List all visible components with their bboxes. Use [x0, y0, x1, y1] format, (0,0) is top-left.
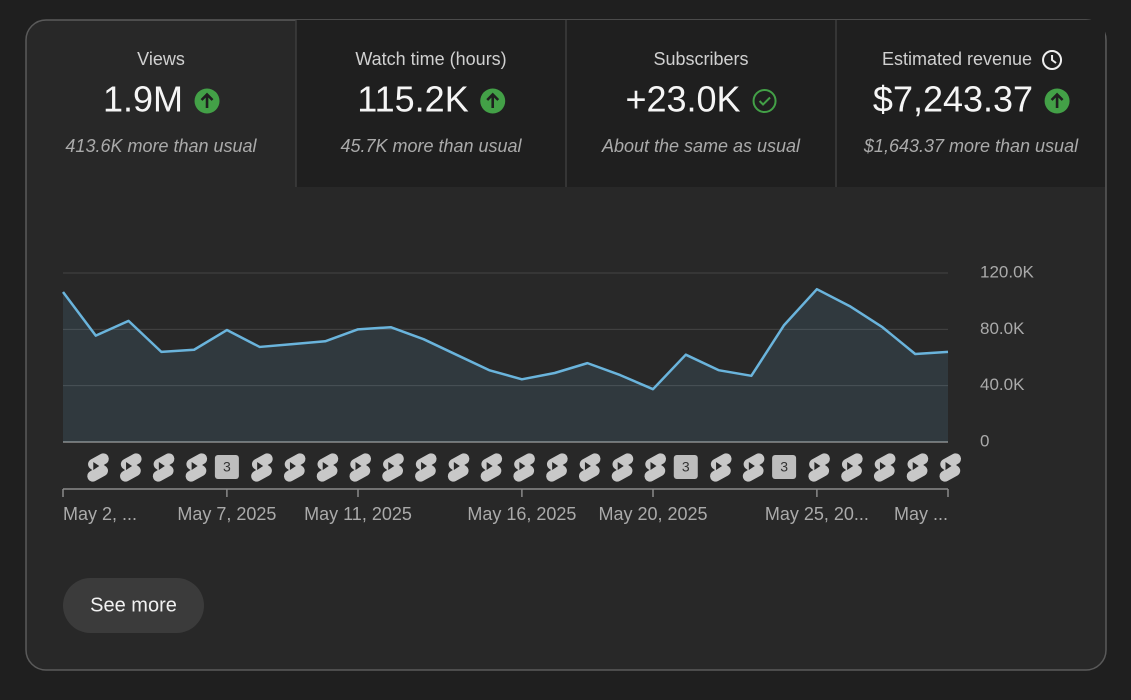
- shorts-icon[interactable]: [906, 453, 929, 482]
- metric-comparison: About the same as usual: [601, 136, 801, 156]
- shorts-play[interactable]: [355, 462, 362, 470]
- shorts-icon[interactable]: [152, 453, 175, 482]
- shorts-icon[interactable]: [742, 453, 765, 482]
- shorts-icon[interactable]: [316, 453, 339, 482]
- plot: 0 40.0K 80.0K 120.0K 3 3 3 May 2, ... May 7, 202…: [62, 262, 1035, 524]
- trend-arrow: [1050, 92, 1064, 108]
- y-tick-label: 0: [980, 431, 989, 450]
- shorts-play[interactable]: [421, 462, 428, 470]
- metric-value: 115.2K: [357, 79, 468, 120]
- tab-bg[interactable]: [566, 20, 836, 187]
- metric-comparison: 45.7K more than usual: [340, 136, 522, 156]
- metric-title: Subscribers: [653, 49, 748, 69]
- shorts-icon[interactable]: [251, 453, 273, 482]
- shorts-play[interactable]: [879, 462, 886, 470]
- metric-comparison: 413.6K more than usual: [65, 136, 257, 156]
- shorts-play[interactable]: [486, 462, 493, 470]
- metric-value: +23.0K: [625, 79, 740, 120]
- trend-arrow: [486, 92, 500, 108]
- y-tick-label: 40.0K: [980, 375, 1025, 394]
- shorts-play[interactable]: [617, 462, 624, 470]
- shorts-play[interactable]: [519, 462, 526, 470]
- clock-hands: [1051, 55, 1057, 64]
- check-mark: [758, 96, 771, 106]
- shorts-play[interactable]: [945, 462, 952, 470]
- upload-badge-count[interactable]: 3: [682, 459, 690, 475]
- shorts-icon[interactable]: [546, 453, 568, 482]
- shorts-icon[interactable]: [710, 453, 732, 482]
- shorts-play[interactable]: [584, 462, 591, 470]
- metric-value: 1.9M: [103, 79, 183, 120]
- shorts-icon[interactable]: [415, 453, 437, 482]
- metric-title: Estimated revenue: [882, 49, 1032, 69]
- x-tick-label: May 16, 2025: [467, 504, 576, 524]
- shorts-play[interactable]: [322, 462, 329, 470]
- shorts-play[interactable]: [126, 462, 133, 470]
- shorts-play[interactable]: [289, 462, 296, 470]
- see-more-button[interactable]: See more: [63, 578, 204, 633]
- shorts-play[interactable]: [388, 462, 395, 470]
- upload-badge-count[interactable]: 3: [223, 459, 231, 475]
- shorts-icon[interactable]: [578, 453, 601, 482]
- metric-value: $7,243.37: [873, 79, 1033, 120]
- x-tick-label: May 20, 2025: [598, 504, 707, 524]
- tabs: Views 1.9M 413.6K more than usual Watch tim…: [65, 20, 1105, 187]
- shorts-icon[interactable]: [939, 453, 961, 482]
- shorts-play[interactable]: [257, 462, 264, 470]
- upload-badge[interactable]: [772, 455, 797, 479]
- upload-badge-count[interactable]: 3: [780, 459, 788, 475]
- shorts-icon[interactable]: [644, 453, 667, 482]
- x-tick-label: May 11, 2025: [304, 504, 412, 524]
- y-tick-label: 80.0K: [980, 319, 1025, 338]
- x-tick-label: May 2, ...: [63, 504, 137, 524]
- shorts-icon[interactable]: [873, 453, 896, 482]
- upload-badge[interactable]: [673, 455, 698, 479]
- clock-icon: [1042, 50, 1063, 70]
- shorts-play[interactable]: [158, 462, 165, 470]
- shorts-play[interactable]: [814, 462, 821, 470]
- shorts-icon[interactable]: [120, 453, 142, 482]
- shorts-icon[interactable]: [808, 453, 830, 482]
- metric-tab[interactable]: Watch time (hours) 115.2K 45.7K more than …: [295, 20, 566, 187]
- metric-title: Watch time (hours): [355, 49, 506, 69]
- shorts-play[interactable]: [650, 462, 657, 470]
- shorts-play[interactable]: [93, 462, 100, 470]
- shorts-icon[interactable]: [447, 453, 470, 482]
- line: [62, 287, 949, 391]
- shorts-icon[interactable]: [513, 453, 535, 482]
- shorts-icon[interactable]: [349, 453, 372, 482]
- shorts-play[interactable]: [912, 462, 919, 470]
- x-tick-label: May ...: [894, 504, 948, 524]
- area-fill: [63, 289, 948, 442]
- y-tick-label: 120.0K: [980, 262, 1035, 281]
- shorts-play[interactable]: [552, 462, 559, 470]
- shorts-play[interactable]: [453, 462, 460, 470]
- button-bg[interactable]: [63, 578, 204, 633]
- metric-title: Views: [137, 49, 185, 69]
- shorts-icon[interactable]: [841, 453, 863, 482]
- metric-tab[interactable]: Subscribers +23.0K About the same as usual: [565, 20, 836, 187]
- shorts-play[interactable]: [191, 462, 198, 470]
- shorts-icon[interactable]: [382, 453, 404, 482]
- shorts-icon[interactable]: [185, 453, 208, 482]
- metric-tab[interactable]: Views 1.9M 413.6K more than usual: [65, 49, 257, 156]
- metric-tab[interactable]: Estimated revenue $7,243.37 $1,643.37 more…: [835, 20, 1105, 187]
- x-tick-label: May 25, 20...: [765, 504, 869, 524]
- trend-same-icon: [752, 89, 777, 113]
- shorts-play[interactable]: [748, 462, 755, 470]
- shorts-play[interactable]: [716, 462, 723, 470]
- shorts-icon[interactable]: [611, 453, 634, 482]
- tab-bg[interactable]: [296, 20, 566, 187]
- button-label[interactable]: See more: [90, 594, 177, 616]
- shorts-icon[interactable]: [87, 453, 109, 482]
- shorts-icon[interactable]: [283, 453, 306, 482]
- trend-arrow: [200, 92, 214, 108]
- shorts-icon[interactable]: [480, 453, 503, 482]
- metric-comparison: $1,643.37 more than usual: [863, 136, 1079, 156]
- x-tick-label: May 7, 2025: [177, 504, 276, 524]
- shorts-play[interactable]: [847, 462, 854, 470]
- upload-badge[interactable]: [214, 455, 239, 479]
